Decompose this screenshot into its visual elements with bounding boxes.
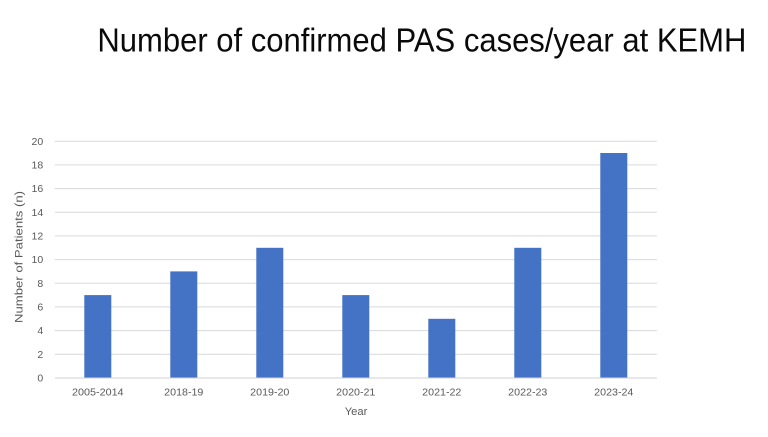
svg-text:16: 16 [32,183,44,195]
svg-text:2021-22: 2021-22 [422,387,461,399]
svg-text:8: 8 [37,278,43,290]
svg-text:2005-2014: 2005-2014 [72,387,124,399]
svg-text:2018-19: 2018-19 [164,387,203,399]
svg-text:2023-24: 2023-24 [594,387,633,399]
svg-text:2020-21: 2020-21 [336,387,375,399]
svg-text:Year: Year [345,406,368,418]
svg-text:Number of confirmed PAS cases/: Number of confirmed PAS cases/year at KE… [97,21,746,58]
svg-text:4: 4 [37,325,43,337]
svg-text:20: 20 [32,136,44,148]
svg-text:10: 10 [32,254,44,266]
svg-text:6: 6 [37,302,43,314]
svg-text:0: 0 [37,373,43,385]
svg-text:18: 18 [32,160,44,172]
svg-text:Number of Patients (n): Number of Patients (n) [13,191,25,323]
svg-text:12: 12 [32,231,44,243]
svg-text:2022-23: 2022-23 [508,387,547,399]
svg-text:14: 14 [32,207,44,219]
svg-text:2: 2 [37,349,43,361]
svg-text:2019-20: 2019-20 [250,387,289,399]
